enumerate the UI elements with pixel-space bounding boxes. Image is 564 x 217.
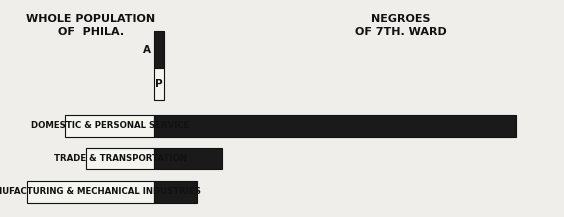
- Text: TRADE & TRANSPORTATION: TRADE & TRANSPORTATION: [54, 154, 187, 163]
- Text: DOMESTIC & PERSONAL SERVICE: DOMESTIC & PERSONAL SERVICE: [30, 121, 189, 130]
- Text: MANUFACTURING & MECHANICAL INDUSTRIES: MANUFACTURING & MECHANICAL INDUSTRIES: [0, 187, 201, 196]
- Bar: [27, 181, 155, 203]
- Bar: [155, 148, 222, 169]
- Bar: [155, 181, 197, 203]
- Bar: [155, 68, 164, 100]
- Text: P: P: [155, 79, 163, 89]
- Text: WHOLE POPULATION
OF  PHILA.: WHOLE POPULATION OF PHILA.: [26, 13, 155, 37]
- Text: A: A: [143, 44, 151, 55]
- Bar: [155, 31, 164, 68]
- Bar: [65, 115, 155, 137]
- Text: NEGROES
OF 7TH. WARD: NEGROES OF 7TH. WARD: [355, 13, 447, 37]
- Bar: [86, 148, 155, 169]
- Bar: [155, 115, 516, 137]
